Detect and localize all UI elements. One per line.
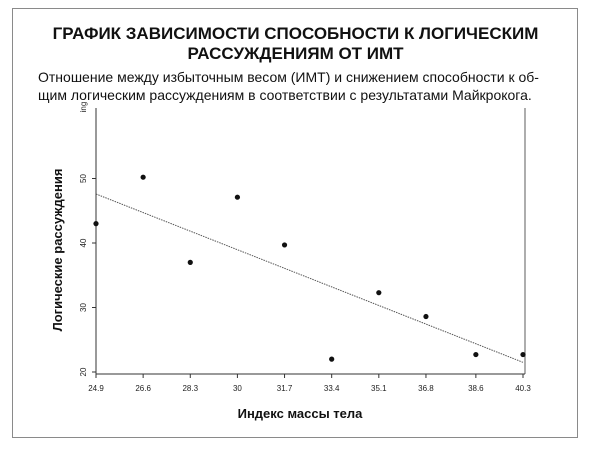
figure-frame [12, 8, 578, 438]
data-point [93, 221, 99, 227]
data-point [140, 174, 146, 180]
data-point [187, 259, 193, 265]
data-point [281, 242, 288, 248]
x-tick-label: 30 [233, 384, 242, 393]
x-tick-label: 36.8 [418, 384, 434, 393]
chart-title-line-2: РАССУЖДЕНИЯМ ОТ ИМТ [187, 44, 404, 63]
chart-subtitle-line-1: Отношение между избыточным весом (ИМТ) и… [38, 69, 539, 85]
x-tick-label: 38.6 [468, 384, 484, 393]
x-ticks: 24.9 26.6 28.3 30 31.7 33.4 35.1 36.8 38.6 40.3 [88, 374, 531, 393]
y-tick-label: 20 [79, 367, 88, 376]
x-tick-label: 40.3 [515, 384, 531, 393]
x-tick-label: 24.9 [88, 384, 104, 393]
data-point [423, 313, 429, 320]
y-axis-title: Логические рассуждения [50, 169, 65, 332]
data-point [520, 351, 526, 358]
trend-line [95, 193, 524, 363]
chart-subtitle-line-2: щим логическим рассуждениям в соответств… [38, 87, 532, 103]
chart-title: ГРАФИК ЗАВИСИМОСТИ СПОСОБНОСТИ К ЛОГИЧЕС… [24, 24, 567, 64]
y-tick-label: 40 [79, 238, 88, 247]
data-point [473, 351, 479, 358]
x-tick-label: 33.4 [324, 384, 340, 393]
data-point [329, 356, 335, 362]
chart-subtitle: Отношение между избыточным весом (ИМТ) и… [38, 68, 558, 104]
data-point [234, 194, 241, 200]
x-tick-label: 31.7 [277, 384, 293, 393]
y-corner-label: ing [79, 102, 88, 113]
y-tick-label: 50 [79, 174, 88, 183]
data-point [376, 290, 382, 296]
data-points [93, 174, 526, 362]
chart-title-line-1: ГРАФИК ЗАВИСИМОСТИ СПОСОБНОСТИ К ЛОГИЧЕС… [52, 24, 539, 43]
y-tick-label: 30 [79, 303, 88, 312]
x-tick-label: 26.6 [135, 384, 151, 393]
y-ticks: 20 30 40 50 [79, 174, 96, 376]
x-tick-label: 35.1 [371, 384, 387, 393]
x-axis-title: Индекс массы тела [238, 406, 364, 421]
x-tick-label: 28.3 [182, 384, 198, 393]
